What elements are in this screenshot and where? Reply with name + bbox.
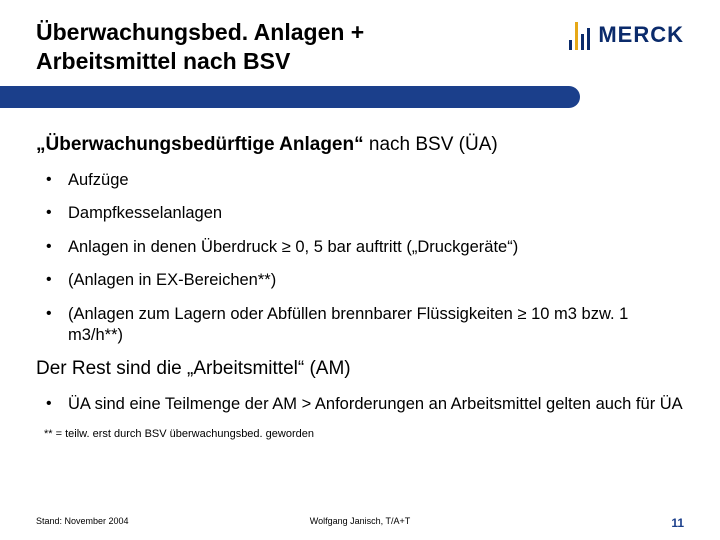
list-item: Aufzüge <box>46 170 684 191</box>
bullet-list-1: Aufzüge Dampfkesselanlagen Anlagen in de… <box>46 170 684 346</box>
footer: Stand: November 2004 Wolfgang Janisch, T… <box>36 516 684 530</box>
logo-text: MERCK <box>598 22 684 48</box>
footer-left: Stand: November 2004 <box>36 516 129 530</box>
list-item: Anlagen in denen Überdruck ≥ 0, 5 bar au… <box>46 237 684 258</box>
title-line2: Arbeitsmittel nach BSV <box>36 48 290 74</box>
page-number: 11 <box>671 516 684 530</box>
section1-rest: nach BSV (ÜA) <box>364 134 498 155</box>
section1-bold: „Überwachungsbedürftige Anlagen“ <box>36 134 364 155</box>
section-heading-1: „Überwachungsbedürftige Anlagen“ nach BS… <box>36 134 684 156</box>
section-heading-2: Der Rest sind die „Arbeitsmittel“ (AM) <box>36 358 684 380</box>
list-item: Dampfkesselanlagen <box>46 203 684 224</box>
header: Überwachungsbed. Anlagen + Arbeitsmittel… <box>36 0 684 76</box>
content: „Überwachungsbedürftige Anlagen“ nach BS… <box>36 134 684 440</box>
blue-divider-bar <box>0 86 580 108</box>
footnote: ** = teilw. erst durch BSV überwachungsb… <box>44 428 684 440</box>
logo-bars-icon <box>569 20 590 50</box>
list-item: ÜA sind eine Teilmenge der AM > Anforder… <box>46 394 684 415</box>
title-line1: Überwachungsbed. Anlagen + <box>36 19 364 45</box>
merck-logo: MERCK <box>569 20 684 50</box>
slide-title: Überwachungsbed. Anlagen + Arbeitsmittel… <box>36 18 364 76</box>
slide: Überwachungsbed. Anlagen + Arbeitsmittel… <box>0 0 720 540</box>
list-item: (Anlagen in EX-Bereichen**) <box>46 270 684 291</box>
bullet-list-2: ÜA sind eine Teilmenge der AM > Anforder… <box>46 394 684 415</box>
list-item: (Anlagen zum Lagern oder Abfüllen brennb… <box>46 304 684 345</box>
footer-center: Wolfgang Janisch, T/A+T <box>310 516 410 526</box>
